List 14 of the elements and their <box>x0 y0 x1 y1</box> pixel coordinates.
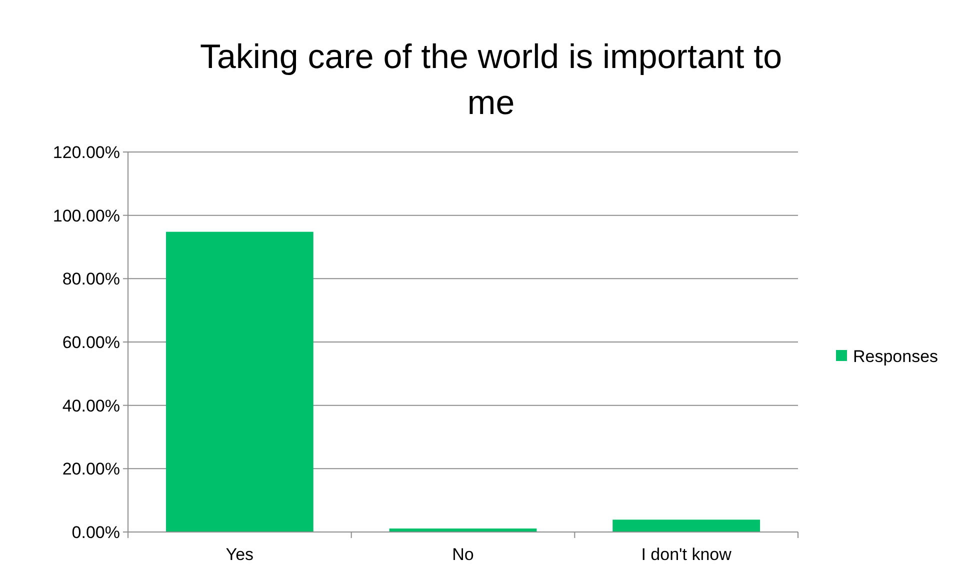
x-tick-label: No <box>452 545 474 564</box>
bar <box>612 520 760 532</box>
y-tick-label: 60.00% <box>62 332 120 352</box>
x-tick-label: Yes <box>226 545 254 564</box>
y-tick-label: 20.00% <box>62 460 120 479</box>
y-tick-label: 40.00% <box>62 396 120 416</box>
bar <box>166 232 314 532</box>
legend-label: Responses <box>853 346 938 366</box>
y-tick-label: 80.00% <box>62 270 120 289</box>
x-tick-label: I don't know <box>641 545 732 564</box>
y-tick-label: 100.00% <box>52 206 120 226</box>
y-tick-label: 0.00% <box>72 522 120 542</box>
y-tick-label: 120.00% <box>52 142 120 162</box>
chart-title: Taking care of the world is important to me <box>200 38 782 122</box>
